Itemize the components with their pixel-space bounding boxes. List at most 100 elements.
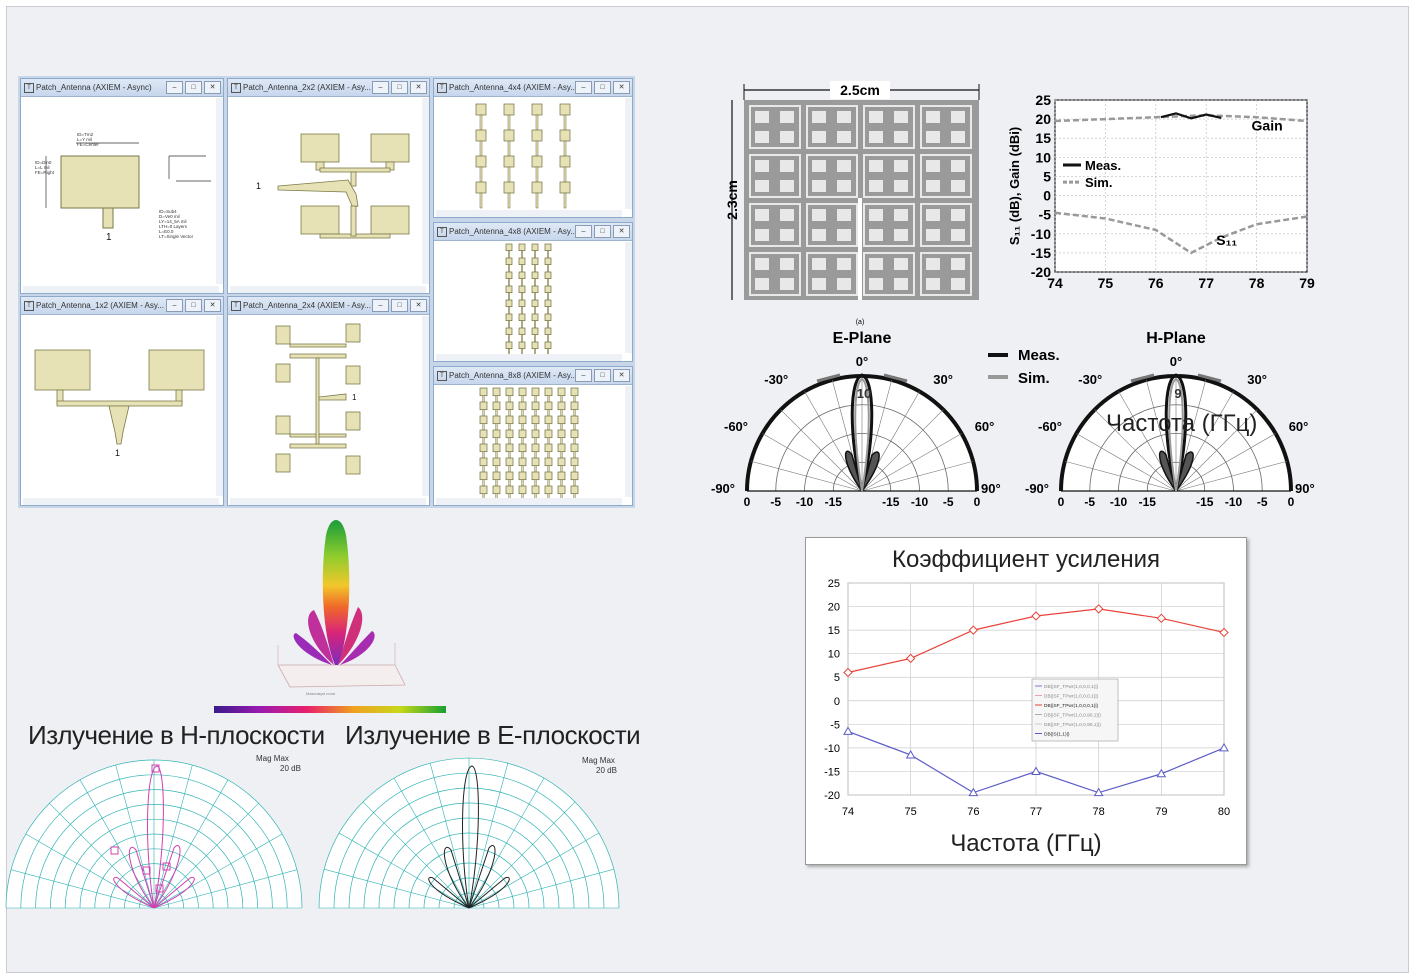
- close-button[interactable]: ✕: [613, 369, 630, 382]
- feed-line: [534, 320, 536, 329]
- patch-element: [544, 429, 553, 439]
- vertical-scrollbar[interactable]: [625, 386, 632, 497]
- maximize-button[interactable]: □: [391, 299, 408, 312]
- patch-element: [505, 429, 514, 439]
- marker: [151, 764, 160, 773]
- minimize-button[interactable]: –: [575, 81, 592, 94]
- y-tick-label: -15: [824, 766, 840, 778]
- fractal-cell: [812, 278, 826, 290]
- feed-line: [521, 334, 523, 343]
- fractal-cell: [780, 278, 794, 290]
- fractal-outline: [920, 105, 972, 149]
- fractal-cell: [894, 229, 908, 241]
- patch-element: [505, 257, 513, 265]
- maximize-button[interactable]: □: [594, 225, 611, 238]
- polar-spoke: [780, 409, 863, 492]
- polar-spoke: [393, 777, 470, 909]
- window-titlebar[interactable]: T Patch_Antenna_8x8 (AXIEM - Asy... – □ ✕: [434, 367, 632, 385]
- layout-canvas: 1: [230, 98, 429, 293]
- x-tick-label: 75: [905, 806, 917, 818]
- feed-line: [521, 465, 524, 473]
- minimize-button[interactable]: –: [166, 81, 183, 94]
- feed-line: [547, 479, 550, 487]
- patch-element: [505, 485, 514, 495]
- angle-label: -30°: [1078, 372, 1102, 387]
- window-title: Patch_Antenna_2x4 (AXIEM - Asy...: [243, 301, 371, 310]
- feed-line: [521, 437, 524, 445]
- fractal-cell: [755, 258, 769, 270]
- marker: [162, 862, 171, 871]
- minimize-button[interactable]: –: [372, 81, 389, 94]
- close-button[interactable]: ✕: [204, 299, 221, 312]
- patch-element: [505, 313, 513, 321]
- close-button[interactable]: ✕: [204, 81, 221, 94]
- feed-line: [521, 451, 524, 459]
- patch-element: [518, 313, 526, 321]
- maximize-button[interactable]: □: [594, 81, 611, 94]
- window-patch-antenna-2x4[interactable]: T Patch_Antenna_2x4 (AXIEM - Asy... – □ ✕ 1: [227, 296, 430, 506]
- polar-spoke: [25, 833, 155, 909]
- window-patch-antenna-4x4[interactable]: T Patch_Antenna_4x4 (AXIEM - Asy... – □ ✕: [433, 78, 633, 218]
- feed-line: [573, 437, 576, 445]
- patch-element: [531, 471, 540, 481]
- window-titlebar[interactable]: T Patch_Antenna_4x4 (AXIEM - Asy... – □ ✕: [434, 79, 632, 97]
- vertical-scrollbar[interactable]: [625, 242, 632, 353]
- patch-element: [479, 415, 488, 425]
- fractal-cell: [755, 229, 769, 241]
- feed-line: [508, 437, 511, 445]
- fractal-outline: [920, 252, 972, 296]
- maximize-button[interactable]: □: [185, 299, 202, 312]
- horizontal-scrollbar[interactable]: [436, 498, 622, 505]
- window-patch-antenna-1x2[interactable]: T Patch_Antenna_1x2 (AXIEM - Asy... – □ ✕ 1: [20, 296, 224, 506]
- patch-element: [557, 443, 566, 453]
- x-tick-label: 78: [1093, 806, 1105, 818]
- minimize-button[interactable]: –: [575, 225, 592, 238]
- close-button[interactable]: ✕: [410, 299, 427, 312]
- minimize-button[interactable]: –: [372, 299, 389, 312]
- maximize-button[interactable]: □: [594, 369, 611, 382]
- y-tick-label: 15: [828, 625, 840, 637]
- close-button[interactable]: ✕: [410, 81, 427, 94]
- patch-element: [518, 485, 527, 495]
- feed-line: [534, 451, 537, 459]
- maximize-button[interactable]: □: [391, 81, 408, 94]
- patch-element: [492, 457, 501, 467]
- window-titlebar[interactable]: T Patch_Antenna_2x4 (AXIEM - Asy... – □ ✕: [228, 297, 429, 315]
- feed-line: [534, 250, 536, 259]
- window-patch-antenna-4x8[interactable]: T Patch_Antenna_4x8 (AXIEM - Asy... – □ ✕: [433, 222, 633, 362]
- window-titlebar[interactable]: T Patch_Antenna (AXIEM - Async) – □ ✕: [21, 79, 223, 97]
- fractal-antenna-figure: 2.5cm 2.3cm (a): [720, 78, 990, 328]
- window-patch-antenna[interactable]: T Patch_Antenna (AXIEM - Async) – □ ✕ ID=Tm2…: [20, 78, 224, 294]
- patch-element: [518, 457, 527, 467]
- fractal-cell: [780, 180, 794, 192]
- minimize-button[interactable]: –: [166, 299, 183, 312]
- radial-tick: 0: [974, 495, 981, 509]
- feed-line: [534, 479, 537, 487]
- horizontal-scrollbar[interactable]: [436, 354, 622, 361]
- x-tick-label: 76: [1148, 275, 1164, 291]
- patch-element: [479, 443, 488, 453]
- maximize-button[interactable]: □: [185, 81, 202, 94]
- window-titlebar[interactable]: T Patch_Antenna_1x2 (AXIEM - Asy... – □ ✕: [21, 297, 223, 315]
- window-patch-antenna-2x2[interactable]: T Patch_Antenna_2x2 (AXIEM - Asy... – □ ✕ 1: [227, 78, 430, 294]
- vertical-scrollbar[interactable]: [625, 98, 632, 209]
- feed-line: [573, 409, 576, 417]
- window-titlebar[interactable]: T Patch_Antenna_4x8 (AXIEM - Asy... – □ ✕: [434, 223, 632, 241]
- svg-text:1: 1: [115, 448, 120, 458]
- fractal-cell: [780, 160, 794, 172]
- gain-meas-line: [1160, 112, 1222, 120]
- close-button[interactable]: ✕: [613, 81, 630, 94]
- window-titlebar[interactable]: T Patch_Antenna_2x2 (AXIEM - Asy... – □ ✕: [228, 79, 429, 97]
- feed-line: [563, 166, 567, 183]
- horizontal-scrollbar[interactable]: [436, 210, 622, 217]
- side-lobes: [113, 845, 195, 909]
- patch-element: [518, 429, 527, 439]
- feed-line: [508, 278, 510, 287]
- main-lobe: [462, 765, 479, 909]
- window-patch-antenna-8x8[interactable]: T Patch_Antenna_8x8 (AXIEM - Asy... – □ ✕: [433, 366, 633, 506]
- close-button[interactable]: ✕: [613, 225, 630, 238]
- minimize-button[interactable]: –: [575, 369, 592, 382]
- svg-text:FE=Right: FE=Right: [35, 170, 55, 175]
- fractal-cell: [894, 111, 908, 123]
